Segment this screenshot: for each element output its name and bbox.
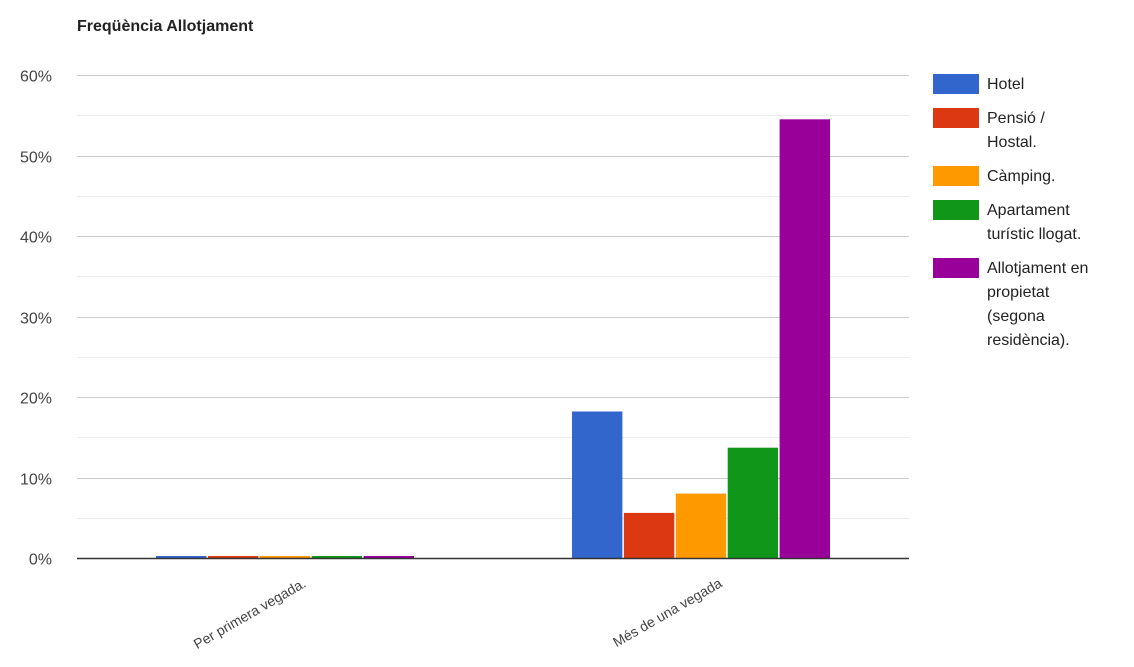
y-tick-label: 30% — [20, 311, 52, 328]
legend-label: Càmping. — [987, 168, 1055, 185]
legend-swatch — [933, 166, 979, 186]
bar[interactable] — [311, 556, 363, 558]
bar[interactable] — [572, 411, 623, 559]
legend-label: Hotel — [987, 76, 1024, 93]
y-tick-label: 20% — [20, 391, 52, 408]
bar[interactable] — [156, 556, 207, 558]
y-tick-label: 10% — [20, 472, 52, 489]
bar[interactable] — [623, 512, 675, 558]
y-tick-label: 60% — [20, 69, 52, 86]
x-tick-label: Més de una vegada — [610, 575, 725, 650]
bar[interactable] — [259, 556, 311, 558]
legend-swatch — [933, 108, 979, 128]
legend-swatch — [933, 258, 979, 278]
bar[interactable] — [675, 493, 727, 558]
bar[interactable] — [207, 556, 259, 558]
y-tick-label: 50% — [20, 150, 52, 167]
legend-item[interactable]: Pensió / Hostal. — [933, 108, 1045, 151]
legend-label: Pensió / Hostal. — [987, 110, 1045, 151]
legend-label: Allotjament en propietat (segona residència… — [987, 260, 1088, 349]
legend-item[interactable]: Hotel — [933, 74, 1024, 94]
legend-item[interactable]: Allotjament en propietat (segona residència… — [933, 258, 1088, 349]
legend-swatch — [933, 74, 979, 94]
y-tick-label: 40% — [20, 230, 52, 247]
legend-swatch — [933, 200, 979, 220]
y-tick-label: 0% — [29, 552, 52, 569]
bar[interactable] — [363, 556, 414, 558]
bar[interactable] — [779, 119, 830, 559]
legend-item[interactable]: Càmping. — [933, 166, 1055, 186]
x-tick-label: Per primera vegada. — [191, 575, 309, 652]
chart-title: Freqüència Allotjament — [77, 18, 254, 35]
legend-item[interactable]: Apartament turístic llogat. — [933, 200, 1081, 243]
bar[interactable] — [727, 447, 779, 558]
legend-label: Apartament turístic llogat. — [987, 202, 1081, 243]
